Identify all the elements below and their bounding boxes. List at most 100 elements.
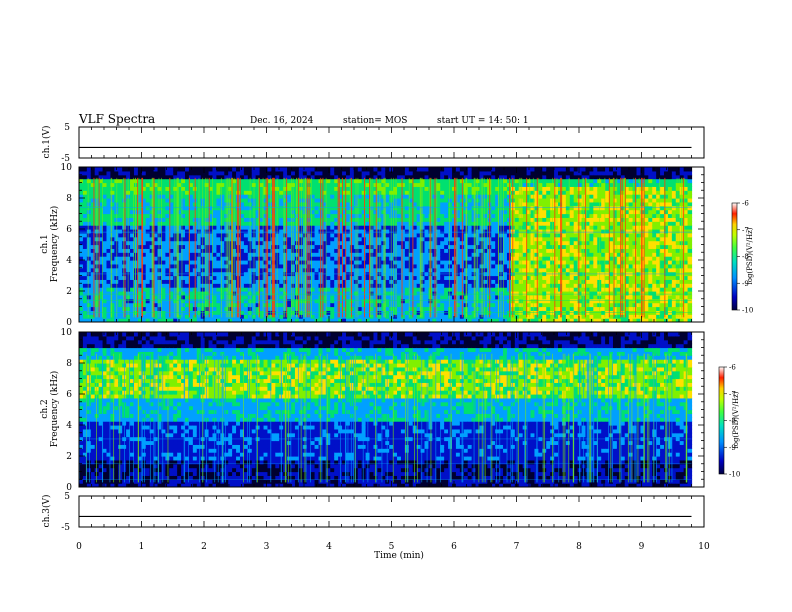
spectrogram-cell	[554, 174, 559, 180]
spectrogram-cell	[393, 256, 398, 261]
spectrogram-cell	[503, 318, 508, 322]
spectrogram-cell	[397, 236, 402, 242]
spectrogram-cell	[122, 248, 127, 253]
spectrogram-cell	[165, 236, 170, 242]
spectrogram-cell	[459, 174, 465, 180]
spectrogram-cell	[475, 170, 481, 176]
spectrogram-cell	[275, 267, 280, 273]
spectrogram-cell	[503, 252, 508, 257]
spectrogram-cell	[416, 252, 422, 257]
spectrogram-cell	[165, 318, 170, 322]
spectrogram-cell	[526, 302, 532, 308]
spectrogram-cell	[400, 236, 406, 242]
spectrogram-cell	[157, 260, 163, 265]
spectrogram-cell	[141, 263, 147, 269]
spectrogram-cell	[397, 279, 402, 284]
spectrogram-cell	[373, 167, 378, 172]
spectrogram-cell	[514, 190, 520, 195]
spectrogram-cell	[130, 291, 135, 296]
spectrogram-cell	[412, 248, 418, 253]
spectrogram-cell	[440, 283, 445, 288]
spectrogram-cell	[357, 232, 363, 238]
spectrogram-cell	[467, 217, 473, 222]
spectrogram-cell	[153, 178, 159, 184]
spectrogram-cell	[412, 256, 418, 261]
spectrogram-cell	[106, 209, 112, 215]
spectrogram-cell	[342, 170, 347, 176]
spectrogram-cell	[393, 225, 398, 230]
spectrogram-cell	[283, 198, 288, 203]
spectrogram-cell	[420, 248, 426, 253]
spectrogram-cell	[165, 201, 170, 207]
spectrogram-cell	[239, 217, 245, 222]
spectrogram-cell	[491, 275, 496, 280]
spectrogram-cell	[424, 217, 430, 222]
spectrogram-cell	[106, 244, 112, 249]
spectrogram-cell	[275, 314, 280, 319]
spectrogram-cell	[326, 198, 331, 203]
spectrogram-cell	[538, 178, 543, 184]
spectrogram-cell	[212, 178, 218, 184]
spectrogram-cell	[185, 252, 190, 257]
spectrogram-cell	[279, 291, 284, 296]
spectrogram-cell	[397, 298, 402, 304]
spectrogram-cell	[243, 318, 249, 322]
spectrogram-cell	[514, 229, 520, 234]
spectrogram-cell	[530, 178, 536, 184]
spectrogram-cell	[373, 267, 378, 273]
spectrogram-cell	[483, 283, 488, 288]
spectrogram-cell	[420, 190, 426, 195]
spectrogram-cell	[436, 178, 441, 184]
spectrogram-cell	[365, 229, 371, 234]
spectrogram-cell	[216, 178, 221, 184]
spectrogram-cell	[542, 244, 547, 249]
spectrogram-cell	[408, 198, 414, 203]
spectrogram-cell	[455, 275, 461, 280]
spectrogram-cell	[420, 263, 426, 269]
spectrogram-cell	[385, 314, 390, 319]
spectrogram-cell	[79, 186, 84, 191]
spectrogram-cell	[330, 260, 335, 265]
spectrogram-cell	[279, 221, 284, 226]
spectrogram-cell	[440, 182, 445, 187]
spectrogram-cell	[310, 229, 316, 234]
spectrogram-cell	[440, 263, 445, 269]
spectrogram-cell	[173, 240, 178, 246]
spectrogram-cell	[503, 306, 508, 311]
spectrogram-cell	[483, 252, 488, 257]
spectrogram-cell	[546, 260, 551, 265]
spectrogram-cell	[526, 205, 532, 211]
spectrogram-cell	[208, 225, 214, 230]
spectrogram-cell	[259, 240, 265, 246]
spectrogram-cell	[137, 294, 143, 300]
spectrogram-cell	[448, 198, 453, 203]
spectrogram-cell	[444, 205, 449, 211]
spectrogram-cell	[90, 314, 96, 319]
spectrogram-cell	[126, 167, 131, 172]
spectrogram-cell	[479, 248, 485, 253]
spectrogram-cell	[79, 232, 84, 238]
spectrogram-cell	[330, 182, 335, 187]
spectrogram-cell	[208, 198, 214, 203]
spectrogram-cell	[546, 190, 551, 195]
spectrogram-cell	[381, 170, 386, 176]
spectrogram-cell	[349, 205, 355, 211]
spectrogram-cell	[294, 170, 300, 176]
spectrogram-cell	[236, 170, 241, 176]
spectrogram-cell	[220, 252, 225, 257]
ch1-ytick-bottom: -5	[61, 154, 70, 164]
spectrogram-cell	[228, 240, 233, 246]
spectrogram-cell	[330, 167, 335, 172]
spectrogram-cell	[86, 298, 92, 304]
spectrogram-cell	[275, 263, 280, 269]
spectrogram-cell	[267, 279, 272, 284]
spectrogram-cell	[365, 240, 371, 246]
spectrogram-cell	[102, 240, 108, 246]
spectrogram-cell	[259, 248, 265, 253]
spectrogram-cell	[377, 174, 382, 180]
spectrogram-cell	[102, 302, 108, 308]
spectrogram-cell	[161, 260, 166, 265]
spectrogram-cell	[338, 198, 343, 203]
spectrogram-cell	[345, 298, 351, 304]
spectrogram-cell	[228, 213, 233, 218]
